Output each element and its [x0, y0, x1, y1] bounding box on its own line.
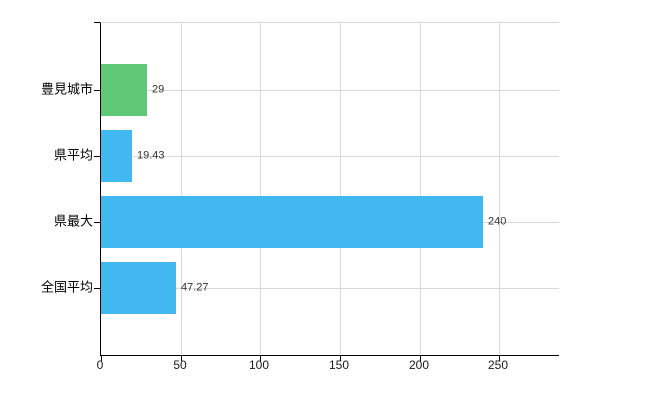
x-axis-tick-2	[260, 356, 261, 361]
bar-3	[101, 262, 176, 314]
bar-value-label-0: 29	[152, 83, 165, 96]
vertical-gridline-2	[260, 23, 261, 355]
vertical-gridline-3	[340, 23, 341, 355]
bar-2	[101, 196, 483, 248]
horizontal-gridline-1	[101, 156, 559, 157]
bar-value-label-3: 47.27	[181, 281, 209, 294]
horizontal-gridline-3	[101, 288, 559, 289]
x-tick-label-5: 250	[487, 358, 509, 372]
x-tick-label-4: 200	[408, 358, 430, 372]
y-axis-tick-0	[94, 90, 100, 91]
x-tick-label-0: 0	[96, 358, 104, 372]
y-axis-top-tick	[94, 22, 100, 23]
x-axis-tick-5	[499, 356, 500, 361]
category-label-1: 県平均	[53, 147, 93, 163]
bar-value-label-2: 240	[488, 215, 507, 228]
horizontal-gridline-0	[101, 90, 559, 91]
y-axis-labels: 豊見城市県平均県最大全国平均	[0, 22, 93, 354]
y-axis-tick-1	[94, 156, 100, 157]
bar-1	[101, 130, 132, 182]
x-axis-tick-0	[101, 356, 102, 361]
x-tick-label-2: 100	[248, 358, 270, 372]
vertical-gridline-1	[181, 23, 182, 355]
x-axis-labels: 0 50 100 150 200 250	[96, 358, 558, 377]
x-tick-label-1: 50	[173, 358, 187, 372]
x-tick-label-3: 150	[328, 358, 350, 372]
category-label-3: 全国平均	[40, 279, 93, 295]
y-axis-tick-2	[94, 222, 100, 223]
plot-area: 29 19.43 240 47.27	[94, 22, 559, 361]
bar-value-label-1: 19.43	[137, 149, 165, 162]
x-axis-tick-3	[340, 356, 341, 361]
x-axis-tick-1	[181, 356, 182, 361]
x-axis-tick-4	[420, 356, 421, 361]
category-label-0: 豊見城市	[40, 81, 93, 97]
category-label-2: 県最大	[53, 213, 93, 229]
vertical-gridline-5	[499, 23, 500, 355]
y-axis-tick-3	[94, 288, 100, 289]
vertical-gridline-4	[420, 23, 421, 355]
bar-0	[101, 64, 147, 116]
